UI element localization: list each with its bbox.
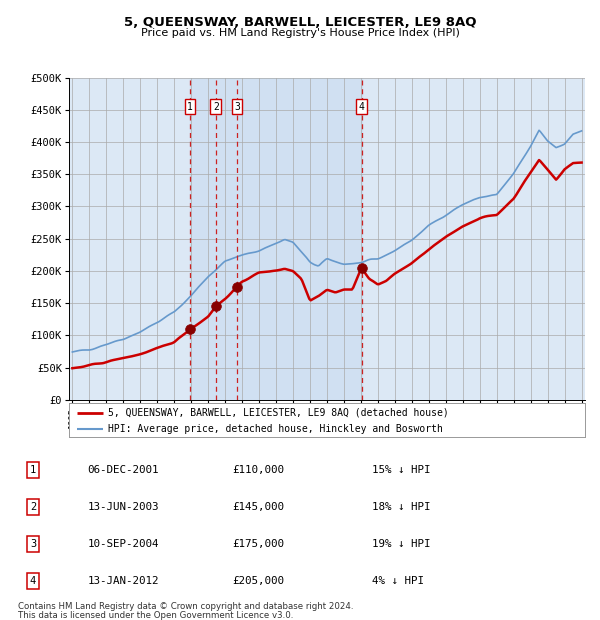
Text: 19% ↓ HPI: 19% ↓ HPI — [372, 539, 431, 549]
Text: Price paid vs. HM Land Registry's House Price Index (HPI): Price paid vs. HM Land Registry's House … — [140, 28, 460, 38]
Text: 18% ↓ HPI: 18% ↓ HPI — [372, 502, 431, 512]
Text: 5, QUEENSWAY, BARWELL, LEICESTER, LE9 8AQ (detached house): 5, QUEENSWAY, BARWELL, LEICESTER, LE9 8A… — [108, 407, 448, 417]
Text: £175,000: £175,000 — [232, 539, 284, 549]
Text: This data is licensed under the Open Government Licence v3.0.: This data is licensed under the Open Gov… — [18, 611, 293, 620]
Text: 06-DEC-2001: 06-DEC-2001 — [87, 464, 159, 475]
Bar — [190, 78, 362, 400]
Text: £110,000: £110,000 — [232, 464, 284, 475]
Text: 3: 3 — [234, 102, 240, 112]
Text: 13-JUN-2003: 13-JUN-2003 — [87, 502, 159, 512]
Text: 2: 2 — [213, 102, 219, 112]
Text: 4: 4 — [359, 102, 365, 112]
Text: 5, QUEENSWAY, BARWELL, LEICESTER, LE9 8AQ: 5, QUEENSWAY, BARWELL, LEICESTER, LE9 8A… — [124, 16, 476, 29]
Text: 13-JAN-2012: 13-JAN-2012 — [87, 576, 159, 587]
Text: £145,000: £145,000 — [232, 502, 284, 512]
Text: 1: 1 — [187, 102, 193, 112]
Text: 4: 4 — [30, 576, 36, 587]
Text: 3: 3 — [30, 539, 36, 549]
Text: HPI: Average price, detached house, Hinckley and Bosworth: HPI: Average price, detached house, Hinc… — [108, 423, 443, 433]
Text: Contains HM Land Registry data © Crown copyright and database right 2024.: Contains HM Land Registry data © Crown c… — [18, 602, 353, 611]
Text: 10-SEP-2004: 10-SEP-2004 — [87, 539, 159, 549]
Text: 2: 2 — [30, 502, 36, 512]
Text: 4% ↓ HPI: 4% ↓ HPI — [372, 576, 424, 587]
Text: 1: 1 — [30, 464, 36, 475]
Text: £205,000: £205,000 — [232, 576, 284, 587]
Text: 15% ↓ HPI: 15% ↓ HPI — [372, 464, 431, 475]
